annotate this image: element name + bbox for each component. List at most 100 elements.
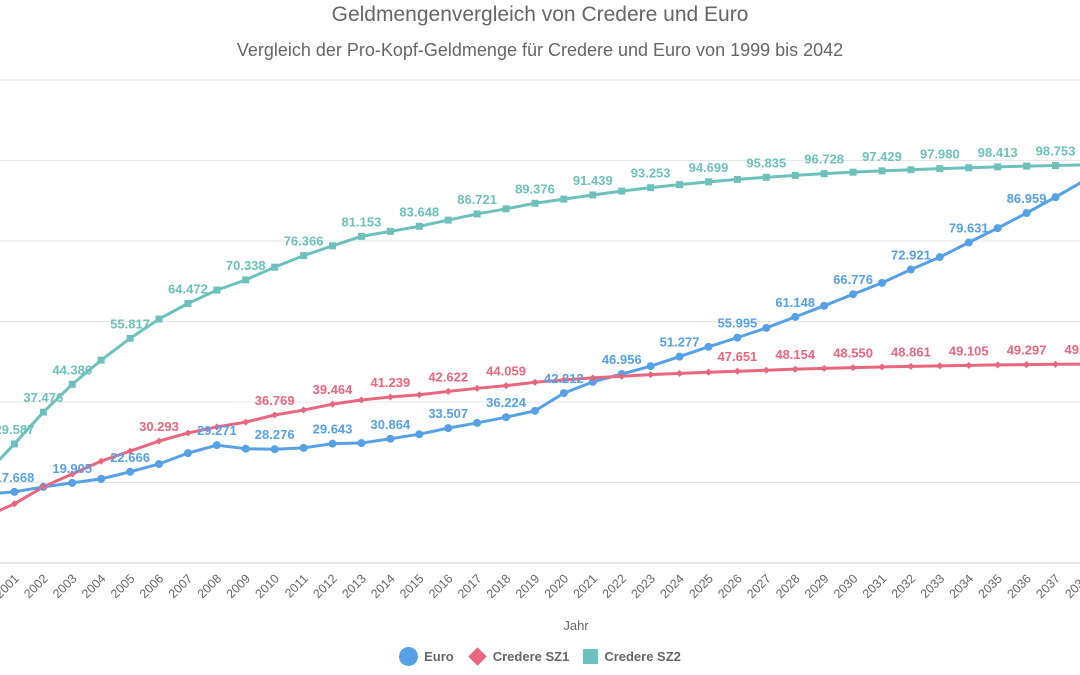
data-label: 30.864 (370, 417, 411, 432)
data-label: 48.154 (775, 347, 816, 362)
data-point (300, 406, 308, 414)
data-point (502, 205, 510, 213)
x-tick-label: 2006 (137, 571, 167, 601)
data-point (762, 366, 770, 374)
data-point (39, 483, 47, 491)
data-label: 39.464 (313, 382, 354, 397)
data-point (502, 413, 511, 422)
x-tick-label: 2004 (79, 571, 109, 601)
data-point (762, 173, 770, 181)
data-point (530, 406, 539, 415)
data-point (618, 372, 626, 380)
data-point (1023, 162, 1031, 170)
chart-title: Geldmengenvergleich von Credere und Euro (331, 3, 749, 26)
x-tick-label: 2026 (715, 571, 745, 601)
data-point (849, 364, 857, 372)
data-point (328, 439, 337, 448)
data-label: 36.769 (255, 393, 295, 408)
data-label: 98.413 (978, 145, 1018, 160)
data-label: 61.148 (775, 295, 815, 310)
data-label: 49.430 (1065, 342, 1080, 357)
data-label: 49.105 (949, 343, 989, 358)
series-markers (10, 162, 1060, 508)
x-tick-label: 2038 (1062, 571, 1080, 601)
x-tick-label: 2035 (976, 571, 1006, 601)
data-point (676, 369, 684, 377)
data-label: 55.817 (110, 316, 150, 331)
data-label: 93.253 (631, 166, 671, 181)
x-tick-label: 2010 (253, 571, 283, 601)
data-label: 89.376 (515, 181, 555, 196)
data-point (242, 418, 250, 426)
data-point (212, 441, 221, 450)
data-label: 44.059 (486, 364, 526, 379)
data-label: 79.631 (949, 220, 989, 235)
x-tick-label: 2034 (947, 571, 977, 601)
legend-item-credere-sz1[interactable]: Credere SZ1 (468, 647, 569, 666)
data-point (97, 457, 105, 465)
data-point (329, 242, 337, 250)
data-point (242, 276, 250, 284)
data-point (473, 210, 481, 218)
data-label: 55.995 (718, 316, 758, 331)
data-label: 64.472 (168, 282, 208, 297)
data-point (444, 387, 452, 395)
data-point (270, 445, 279, 454)
data-point (791, 171, 799, 179)
data-label: 22.666 (110, 450, 150, 465)
data-point (271, 263, 279, 271)
x-tick-label: 2018 (484, 571, 514, 601)
data-point (993, 224, 1002, 233)
x-tick-label: 2015 (397, 571, 427, 601)
data-point (473, 384, 481, 392)
series-line (0, 181, 1080, 495)
data-label: 33.507 (428, 406, 468, 421)
data-point (676, 181, 684, 189)
data-label: 36.224 (486, 395, 527, 410)
data-label: 83.648 (399, 204, 439, 219)
data-point (10, 500, 18, 508)
circle-marker-icon (399, 647, 419, 666)
data-point (444, 216, 452, 224)
data-point (39, 408, 47, 416)
data-point (589, 191, 597, 199)
data-label: 97.429 (862, 149, 902, 164)
data-point (415, 222, 423, 230)
data-label: 51.277 (660, 335, 700, 350)
data-point (184, 300, 192, 308)
x-tick-label: 2011 (282, 571, 311, 600)
data-point (647, 184, 655, 192)
x-tick-labels: 2001 2002 2003 2004 2005 2006 2007 2008 2009 2010… (0, 571, 1080, 601)
x-tick-label: 2031 (860, 571, 890, 601)
data-label: 95.835 (746, 155, 786, 170)
data-label: 42.212 (544, 371, 584, 386)
data-label: 49.297 (1007, 343, 1047, 358)
data-label: 97.980 (920, 147, 960, 162)
data-point (704, 342, 713, 351)
data-point (531, 378, 539, 386)
data-label: 98.753 (1036, 144, 1076, 159)
data-label: 29.643 (313, 422, 353, 437)
data-label: 17.668 (0, 470, 34, 485)
data-point (936, 165, 944, 173)
x-axis-label: Jahr (563, 618, 589, 633)
legend-item-credere-sz2[interactable]: Credere SZ2 (583, 647, 681, 666)
x-tick-label: 2037 (1033, 571, 1063, 601)
data-label: 47.651 (718, 349, 758, 364)
data-point (126, 334, 134, 342)
data-point (994, 361, 1002, 369)
data-point (589, 374, 597, 382)
legend: Euro Credere SZ1 Credere SZ2 (0, 647, 1080, 666)
data-point (935, 253, 944, 262)
data-point (155, 315, 163, 323)
legend-item-euro[interactable]: Euro (399, 647, 454, 666)
data-point (1022, 208, 1031, 217)
data-point (300, 252, 308, 260)
data-point (878, 278, 886, 287)
data-label: 76.366 (284, 234, 324, 249)
data-point (271, 411, 279, 419)
data-point (155, 437, 163, 445)
data-point (733, 333, 742, 342)
data-point (183, 449, 192, 458)
diamond-marker-icon (468, 647, 487, 666)
